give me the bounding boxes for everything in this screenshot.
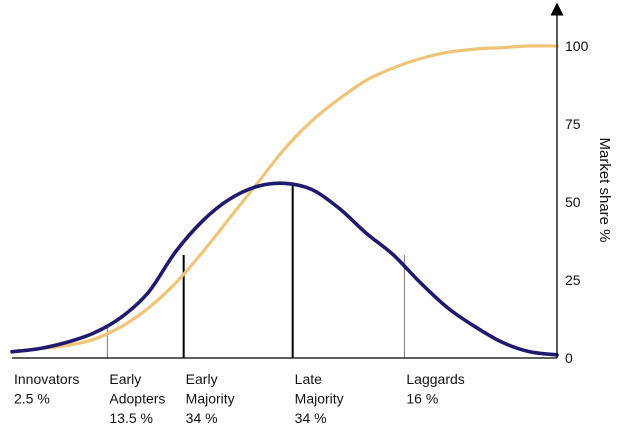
segment-label-early-majority: Early Majority 34 % — [186, 371, 235, 426]
y-tick-label-0: 0 — [565, 350, 573, 366]
axes — [12, 2, 564, 359]
segment-label-late-majority: Late Majority 34 % — [295, 371, 344, 426]
adoption-bell-curve-line — [10, 181, 559, 357]
y-tick-labels: 0 25 50 75 100 — [565, 38, 589, 366]
cumulative-market-share-line — [10, 44, 559, 354]
segment-label-laggards: Laggards 16 % — [406, 371, 464, 407]
series-layer — [10, 44, 559, 357]
y-axis-label: Market share % — [596, 137, 613, 242]
y-tick-label-75: 75 — [565, 116, 581, 132]
y-tick-label-100: 100 — [565, 38, 589, 54]
segment-labels: Innovators 2.5 % Early Adopters 13.5 % Early M… — [14, 371, 465, 426]
y-tick-label-25: 25 — [565, 272, 581, 288]
segment-label-early-adopters: Early Adopters 13.5 % — [109, 371, 165, 426]
segment-label-innovators: Innovators 2.5 % — [14, 371, 79, 407]
y-tick-label-50: 50 — [565, 194, 581, 210]
segment-dividers — [106, 183, 405, 358]
